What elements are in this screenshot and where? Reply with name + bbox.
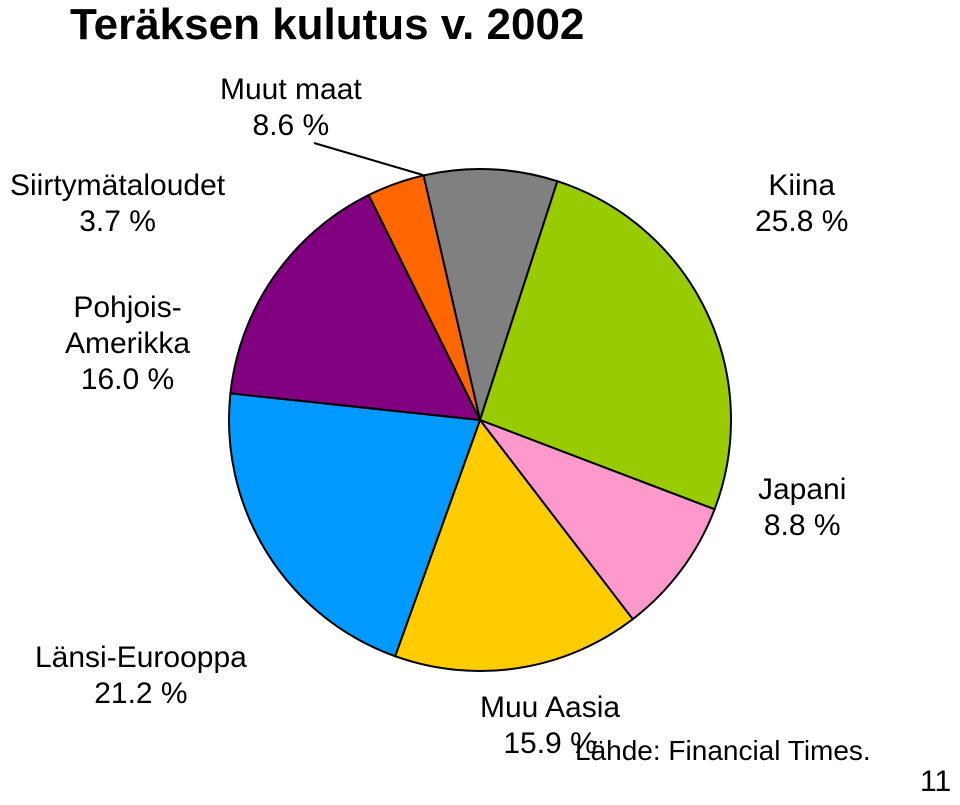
label-kiina: Kiina25.8 % [755, 168, 848, 240]
leader-segment [314, 143, 423, 175]
label-lansi-eurooppa: Länsi-Eurooppa21.2 % [35, 640, 247, 712]
label-pohjois-amerikka: Pohjois-Amerikka16.0 % [65, 290, 190, 398]
page-number: 11 [920, 765, 951, 799]
label-japani: Japani8.8 % [758, 472, 846, 544]
label-muut-maat: Muut maat8.6 % [220, 72, 362, 144]
chart-stage: Teräksen kulutus v. 2002 Muut maat8.6 %K… [0, 0, 960, 805]
source-text: Lähde: Financial Times. [575, 735, 871, 767]
label-siirtymataloudet: Siirtymätaloudet3.7 % [10, 168, 225, 240]
